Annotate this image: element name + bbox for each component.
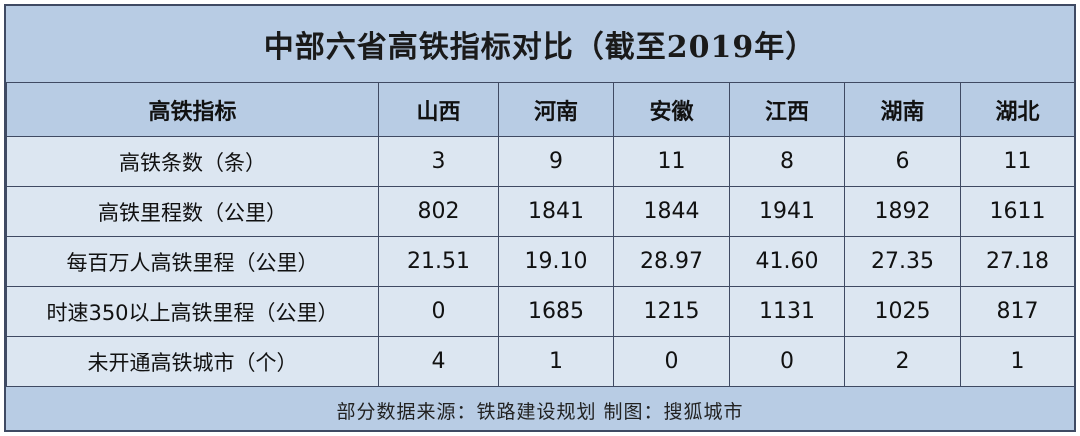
table-cell: 802: [378, 186, 499, 237]
table-cell: 8: [729, 136, 845, 187]
table-cell: 3: [378, 136, 499, 187]
column-header-hubei: 湖北: [960, 82, 1075, 137]
header-row: 高铁指标 山西 河南 安徽 江西 湖南 湖北: [6, 82, 1075, 137]
table-cell: 28.97: [613, 236, 730, 287]
table-cell: 27.35: [844, 236, 961, 287]
table-cell: 9: [498, 136, 614, 187]
table-cell: 0: [378, 286, 499, 337]
column-header-metric: 高铁指标: [6, 82, 379, 137]
row-label: 时速350以上高铁里程（公里）: [6, 286, 379, 337]
row-label: 高铁条数（条）: [6, 136, 379, 187]
table-cell: 0: [729, 336, 845, 387]
table-cell: 6: [844, 136, 961, 187]
table-cell: 11: [960, 136, 1075, 187]
table-cell: 19.10: [498, 236, 614, 287]
table-cell: 2: [844, 336, 961, 387]
row-label: 每百万人高铁里程（公里）: [6, 236, 379, 287]
table-cell: 1215: [613, 286, 730, 337]
table-cell: 41.60: [729, 236, 845, 287]
table-cell: 0: [613, 336, 730, 387]
table-row: 每百万人高铁里程（公里） 21.51 19.10 28.97 41.60 27.…: [6, 236, 1075, 287]
column-header-jiangxi: 江西: [729, 82, 845, 137]
table-cell: 817: [960, 286, 1075, 337]
table-title: 中部六省高铁指标对比（截至2019年）: [6, 6, 1074, 82]
table-row: 高铁里程数（公里） 802 1841 1844 1941 1892 1611: [6, 186, 1075, 237]
table-cell: 1611: [960, 186, 1075, 237]
table-cell: 1892: [844, 186, 961, 237]
column-header-anhui: 安徽: [613, 82, 730, 137]
table-cell: 1685: [498, 286, 614, 337]
table-cell: 11: [613, 136, 730, 187]
row-label: 高铁里程数（公里）: [6, 186, 379, 237]
data-table: 高铁指标 山西 河南 安徽 江西 湖南 湖北 高铁条数（条） 3 9 11 8 …: [6, 82, 1075, 387]
column-header-henan: 河南: [498, 82, 614, 137]
table-cell: 1: [498, 336, 614, 387]
row-label: 未开通高铁城市（个）: [6, 336, 379, 387]
table-cell: 1841: [498, 186, 614, 237]
table-frame: 中部六省高铁指标对比（截至2019年） 高铁指标 山西 河南 安徽 江西 湖南 …: [4, 4, 1076, 432]
table-cell: 1844: [613, 186, 730, 237]
table-cell: 21.51: [378, 236, 499, 287]
table-row: 时速350以上高铁里程（公里） 0 1685 1215 1131 1025 81…: [6, 286, 1075, 337]
table-cell: 1: [960, 336, 1075, 387]
table-row: 未开通高铁城市（个） 4 1 0 0 2 1: [6, 336, 1075, 387]
table-row: 高铁条数（条） 3 9 11 8 6 11: [6, 136, 1075, 187]
source-footer: 部分数据来源：铁路建设规划 制图：搜狐城市: [6, 390, 1074, 430]
column-header-hunan: 湖南: [844, 82, 961, 137]
table-cell: 27.18: [960, 236, 1075, 287]
table-cell: 1131: [729, 286, 845, 337]
column-header-shanxi: 山西: [378, 82, 499, 137]
table-cell: 1025: [844, 286, 961, 337]
table-cell: 4: [378, 336, 499, 387]
table-cell: 1941: [729, 186, 845, 237]
